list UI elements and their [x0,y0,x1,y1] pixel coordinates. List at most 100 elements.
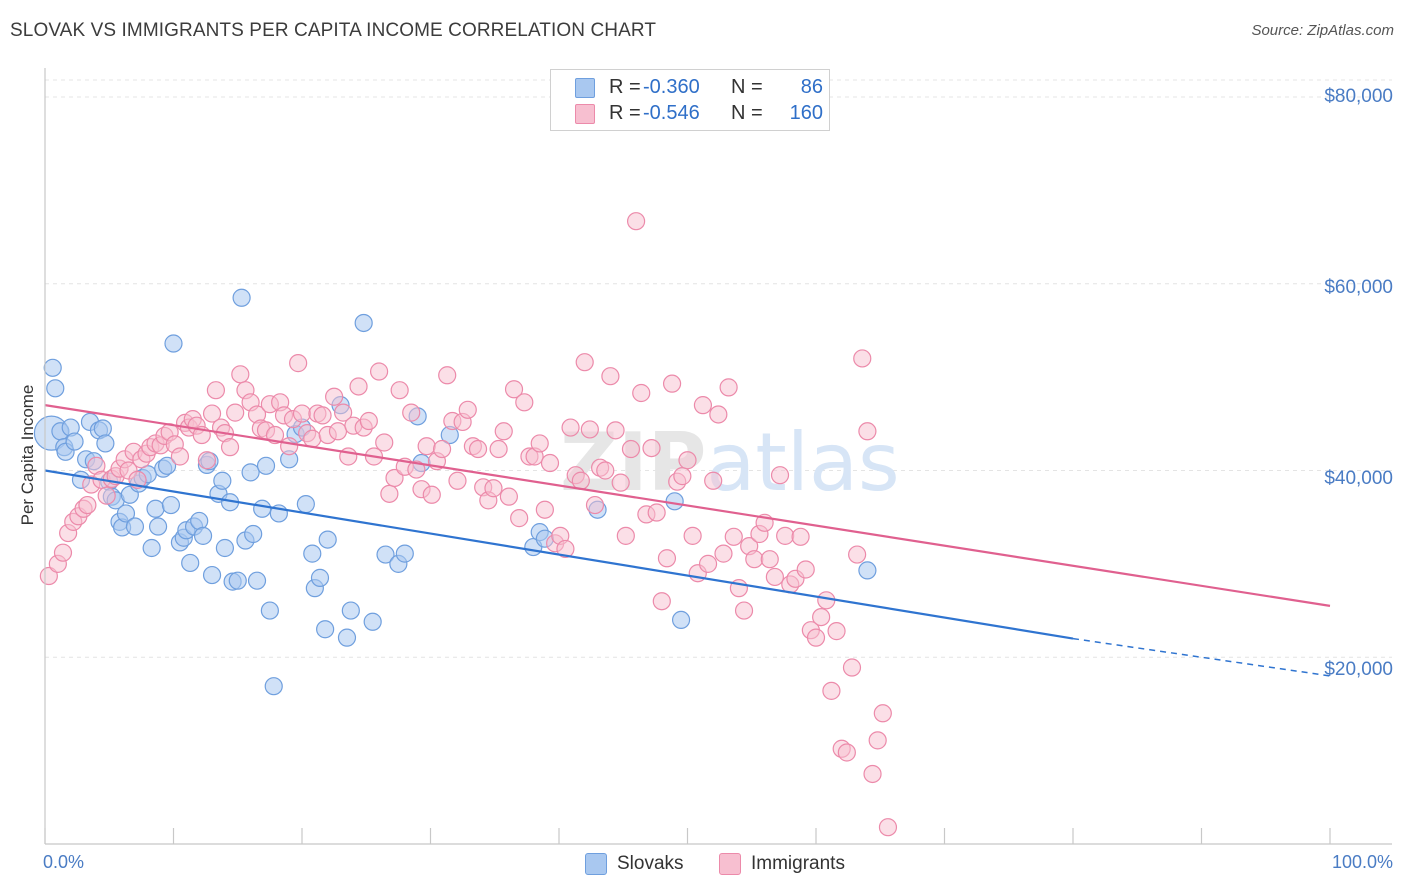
immigrants-point [78,495,97,515]
immigrants-point [432,439,452,459]
immigrants-point [422,485,441,504]
immigrants-point [632,383,651,403]
slovaks-point [395,544,414,563]
slovaks-point [125,517,145,536]
slovaks-point [241,463,260,482]
slovaks-point [96,434,115,453]
stats-legend-box: R = -0.360 N = 86 R = -0.546 N = 160 [550,69,830,131]
slovaks-point [253,499,272,518]
immigrants-point [170,447,190,466]
slovaks-trend-line [44,469,1074,640]
immigrants-point [806,628,826,647]
immigrants-point [606,421,625,440]
immigrants-point [468,439,488,459]
immigrants-point [504,380,524,399]
slovaks-point [190,511,209,531]
immigrants-point [714,544,733,563]
slovaks-point [337,628,357,647]
slovaks-point [316,620,335,639]
immigrants-point [556,539,575,559]
slovaks-point [858,561,877,580]
immigrants-point [510,509,529,528]
r-label: R = [609,76,641,98]
immigrants-point [812,607,831,627]
immigrants-point [349,377,368,396]
slovaks-point [215,538,234,558]
immigrants-point [652,592,671,611]
slovaks-point [341,601,360,620]
legend-label-immigrants: Immigrants [751,853,845,874]
chart-source: Source: ZipAtlas.com [1251,22,1394,39]
immigrants-point [616,526,635,545]
y-tick-label: $80,000 [1324,86,1393,107]
immigrants-point [231,365,250,384]
immigrants-point [657,549,677,568]
immigrants-point [719,378,738,397]
immigrants-point [647,503,666,522]
immigrants-point [673,467,692,486]
immigrants-point [206,381,226,400]
immigrants-point [848,545,867,564]
immigrants-point [385,468,404,488]
immigrants-point [873,704,892,723]
immigrants-point [226,403,245,422]
immigrants-point [359,411,378,431]
immigrants-point [303,429,322,448]
immigrants-point [765,567,784,587]
slovaks-point [181,553,200,573]
slovaks-point [354,313,373,333]
immigrants-point [868,731,887,750]
x-tick-label: 100.0% [1331,852,1393,872]
slovaks-point [244,524,263,544]
slovaks-point [363,612,382,631]
y-tick-label: $60,000 [1324,277,1393,298]
y-tick-label: $40,000 [1324,468,1393,489]
immigrants-point [265,425,285,445]
slovaks-point [665,492,684,511]
immigrants-point [292,404,312,423]
immigrants-point [407,460,426,479]
immigrants-point [220,438,240,457]
immigrants-point [760,550,779,569]
immigrants-point [704,471,723,490]
immigrants-point [878,818,898,837]
slovaks-point [146,499,165,518]
immigrants-point [842,658,862,677]
immigrants-point [827,622,846,641]
immigrants-point [626,212,646,231]
immigrants-point [280,437,299,456]
slovaks-point [65,432,84,451]
immigrants-point [197,451,217,470]
slovaks-point [310,568,330,587]
slovaks-point [671,610,691,630]
immigrants-point [858,422,877,441]
immigrants-point [796,560,815,579]
slovaks-point [213,471,232,490]
immigrants-point [642,438,661,458]
immigrants-point [698,554,718,573]
immigrants-point [770,466,790,485]
slovaks-point [161,495,181,515]
immigrants-point [709,405,728,424]
immigrants-point [837,743,856,762]
slovaks-point [193,526,213,545]
immigrants-point [289,354,308,373]
r-label: R = [609,102,641,124]
immigrants-point [313,406,332,425]
immigrants-legend-swatch [719,853,741,875]
immigrants-point [489,439,508,459]
immigrants-swatch [575,104,595,124]
slovaks-point [296,495,315,514]
immigrants-point [390,381,409,400]
immigrants-point [683,526,702,545]
n-value: 160 [789,102,823,124]
slovaks-point [43,358,62,377]
immigrants-point [375,433,394,452]
immigrants-point [601,367,620,386]
slovaks-point [247,571,267,590]
slovaks-swatch [575,78,595,98]
immigrants-point [328,422,348,441]
legend-label-slovaks: Slovaks [617,853,684,874]
n-label: N = [731,76,763,98]
slovaks-point [142,538,161,558]
